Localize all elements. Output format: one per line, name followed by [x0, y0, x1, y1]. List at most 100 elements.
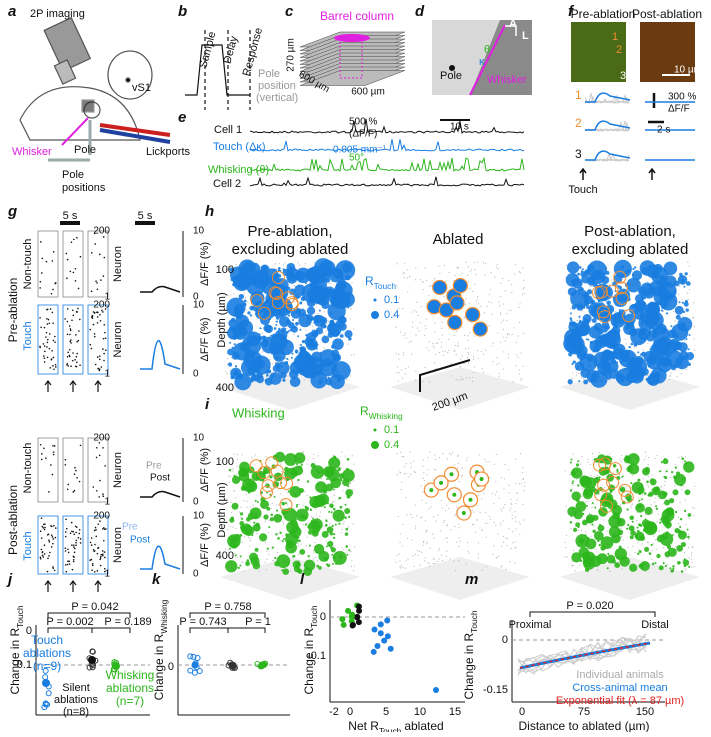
neuron: [658, 490, 667, 500]
raster-dot: [50, 534, 53, 537]
neuron: [472, 511, 475, 513]
neuron: [339, 496, 342, 500]
neuron: [457, 342, 459, 344]
raster-dot: [52, 542, 54, 545]
neuron: [313, 261, 315, 264]
point: [370, 648, 377, 655]
label: Distal: [641, 619, 669, 631]
label-part: Change in R: [8, 627, 22, 694]
neuron: [618, 285, 622, 290]
neuron: [598, 493, 600, 496]
label: Post-ablation: [632, 7, 702, 21]
neuron: [349, 307, 351, 309]
neuron: [485, 536, 487, 538]
cell-2-trace: [249, 176, 525, 187]
neuron: [435, 469, 437, 471]
neuron: [630, 504, 632, 506]
neuron: [458, 560, 460, 562]
neuron: [415, 334, 417, 336]
neuron: [597, 524, 605, 532]
ablated-cell: [479, 477, 484, 482]
raster-dot: [102, 495, 105, 498]
neuron: [585, 531, 587, 533]
neuron: [454, 344, 456, 347]
neuron: [353, 480, 355, 482]
raster-dot: [102, 527, 105, 529]
raster-dot: [42, 527, 45, 529]
neuron: [307, 555, 310, 558]
neuron: [321, 530, 329, 538]
neuron: [651, 474, 653, 476]
neuron: [231, 463, 233, 465]
neuron: [496, 356, 498, 359]
neuron: [604, 324, 611, 330]
neuron: [652, 512, 654, 515]
neuron: [240, 358, 258, 376]
raster-dot: [48, 491, 50, 493]
neuron: [321, 335, 330, 344]
mean-trace: [585, 120, 631, 131]
neuron: [427, 468, 429, 471]
neuron: [332, 509, 345, 522]
neuron: [289, 361, 303, 375]
neuron: [242, 561, 244, 564]
neuron: [496, 491, 498, 493]
neuron: [686, 292, 689, 294]
neuron: [598, 507, 608, 517]
neuron: [233, 338, 236, 341]
neuron: [514, 521, 517, 523]
neuron: [501, 510, 503, 512]
raster-dot: [71, 319, 73, 322]
neuron: [401, 377, 404, 379]
neuron: [571, 363, 574, 366]
raster-dot: [43, 326, 46, 329]
raster-dot: [41, 257, 44, 260]
label: Barrel column: [320, 9, 394, 23]
neuron: [518, 483, 521, 485]
neuron: [450, 363, 452, 365]
neuron: [235, 263, 237, 266]
neuron: [432, 342, 434, 344]
neuron: [604, 266, 607, 269]
neuron: [588, 364, 591, 367]
raster-dot: [72, 530, 75, 533]
neuron: [406, 269, 409, 271]
label: 1: [612, 31, 618, 43]
neuron: [331, 281, 333, 283]
neuron: [491, 345, 493, 347]
neuron: [641, 351, 647, 357]
neuron: [499, 311, 501, 314]
neuron: [281, 373, 284, 376]
neuron: [263, 324, 272, 333]
neuron: [438, 550, 440, 552]
neuron: [630, 342, 634, 346]
neuron: [229, 267, 233, 271]
raster-dot: [53, 368, 55, 371]
neuron: [449, 558, 452, 560]
neuron: [693, 485, 696, 487]
neuron: [621, 536, 623, 538]
neuron: [280, 335, 286, 341]
label: 200: [93, 511, 110, 522]
raster-dot: [66, 355, 69, 358]
neuron: [295, 505, 298, 508]
neuron: [684, 524, 687, 526]
floor: [390, 557, 530, 600]
raster-dot: [41, 453, 43, 455]
label: 400: [216, 550, 234, 562]
neuron: [645, 455, 647, 457]
neuron: [648, 475, 650, 478]
neuron: [663, 261, 678, 276]
neuron: [349, 318, 351, 320]
neuron: [301, 339, 306, 344]
neuron: [443, 264, 446, 267]
neuron: [225, 370, 227, 373]
neuron: [616, 368, 635, 387]
raster-box: [62, 437, 84, 503]
neuron: [240, 506, 242, 508]
neuron: [627, 463, 629, 465]
raster-dot: [73, 473, 76, 475]
raster-box: [87, 437, 109, 503]
neuron: [668, 556, 670, 559]
raster-dot: [64, 318, 66, 320]
